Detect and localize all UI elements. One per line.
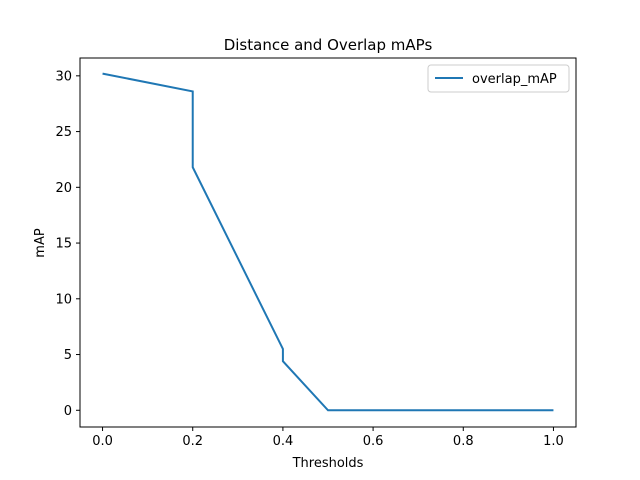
y-axis-label: mAP <box>33 228 48 258</box>
x-tick-label: 0.8 <box>453 434 474 449</box>
series-layer <box>102 72 554 412</box>
x-axis-label: Thresholds <box>292 456 364 471</box>
y-tick-label: 10 <box>55 292 72 307</box>
y-tick-label: 5 <box>64 348 72 363</box>
plot-area <box>79 57 577 428</box>
chart-title: Distance and Overlap mAPs <box>224 36 433 54</box>
x-tick-label: 1.0 <box>543 434 564 449</box>
legend-box <box>427 64 570 93</box>
x-tick-label: 0.0 <box>92 434 113 449</box>
x-tick-label: 0.4 <box>273 434 294 449</box>
y-tick-label: 20 <box>55 181 72 196</box>
y-tick-label: 0 <box>64 404 72 419</box>
y-tick-label: 25 <box>55 125 72 140</box>
series-line-overlap-map <box>102 72 554 412</box>
y-axis-ticks: 0 5 10 15 20 25 30 <box>55 69 80 419</box>
x-axis-ticks: 0.0 0.2 0.4 0.6 0.8 1.0 <box>92 427 564 449</box>
x-tick-label: 0.2 <box>182 434 203 449</box>
axes-frame <box>79 57 577 428</box>
y-tick-label: 30 <box>55 69 72 84</box>
legend-label-overlap-map: overlap_mAP <box>472 72 557 87</box>
x-tick-label: 0.6 <box>363 434 384 449</box>
y-tick-label: 15 <box>55 237 72 252</box>
legend: overlap_mAP <box>427 64 570 93</box>
